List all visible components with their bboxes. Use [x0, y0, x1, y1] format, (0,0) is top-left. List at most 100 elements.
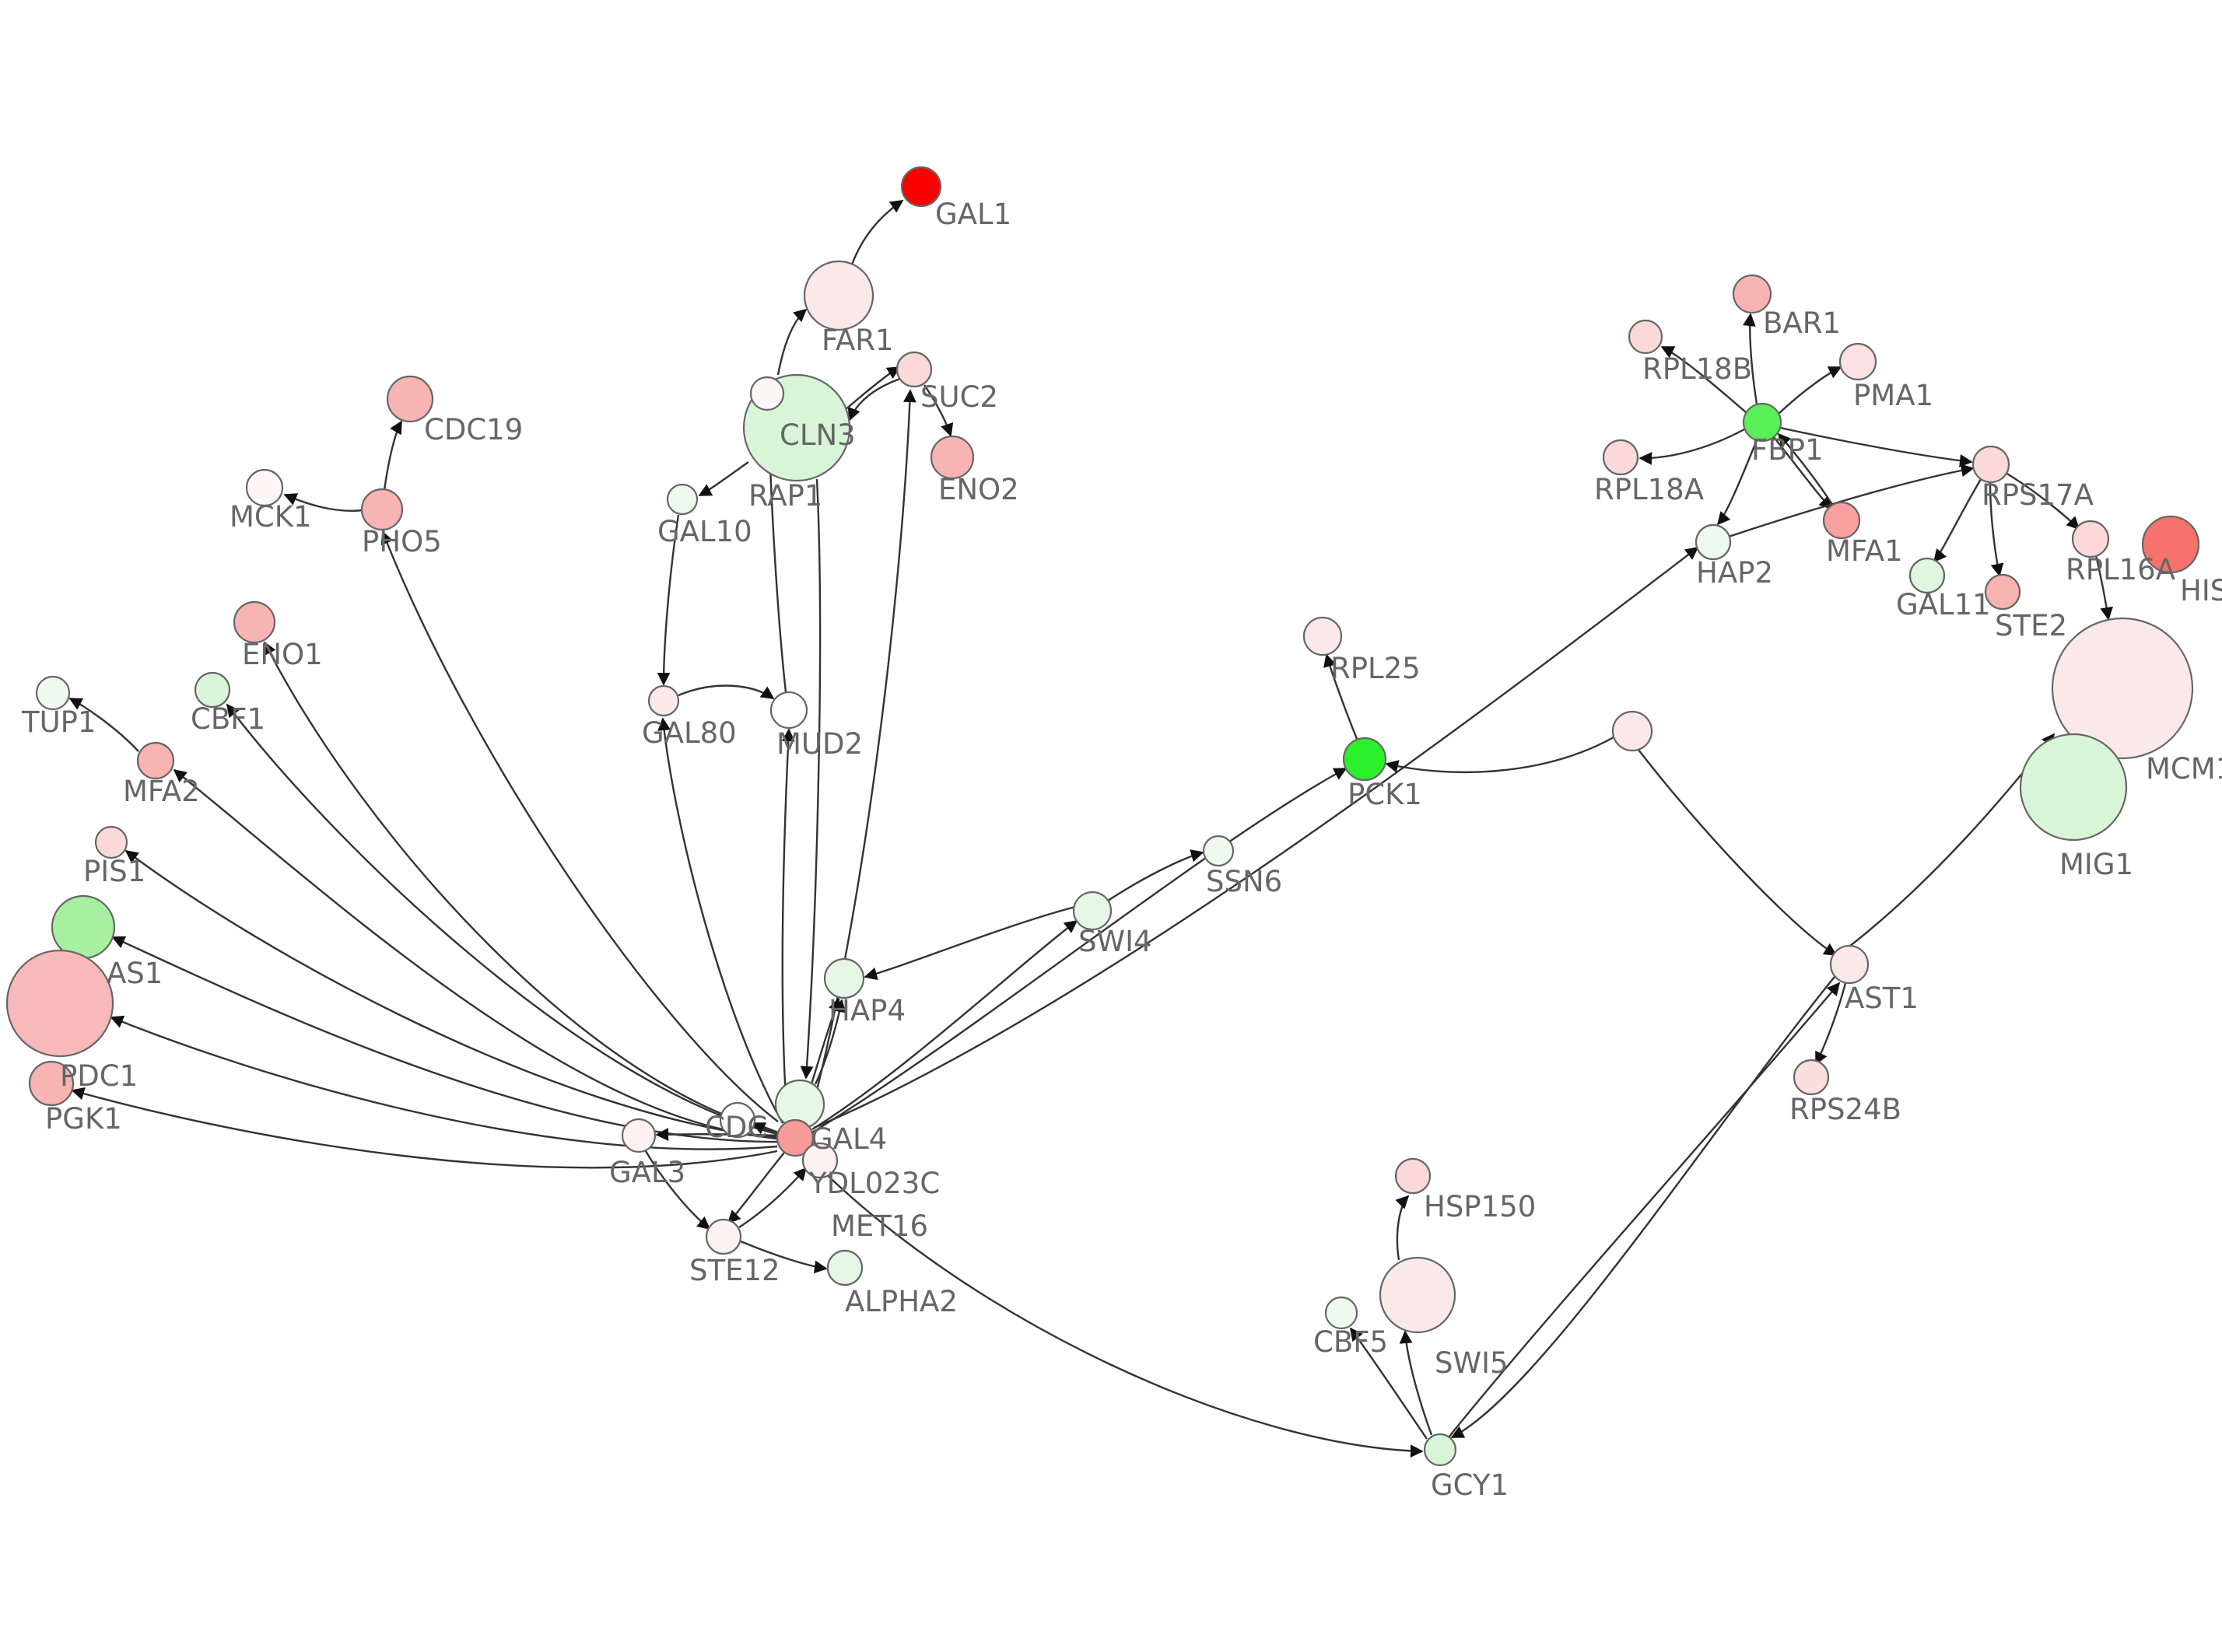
- node-mud2[interactable]: [769, 691, 808, 730]
- node-node_y1[interactable]: [1611, 710, 1653, 752]
- node-rpl16a[interactable]: [2071, 520, 2110, 558]
- node-label-rps24b: RPS24B: [1789, 1093, 1901, 1126]
- node-gal11[interactable]: [1908, 557, 1946, 594]
- node-cdc[interactable]: [719, 1101, 756, 1139]
- node-suc2[interactable]: [895, 351, 933, 388]
- node-pdc1[interactable]: [5, 949, 114, 1058]
- node-label-hap2: HAP2: [1696, 556, 1773, 590]
- edge-swi4-to-ssn6: [1107, 849, 1204, 902]
- node-rps24b[interactable]: [1793, 1059, 1830, 1096]
- node-label-far1: FAR1: [822, 324, 893, 357]
- node-ste2[interactable]: [1984, 573, 2021, 611]
- node-label-eno2: ENO2: [938, 473, 1019, 506]
- node-eno2[interactable]: [930, 435, 975, 480]
- node-label-mud2: MUD2: [776, 727, 863, 761]
- node-gal4[interactable]: [776, 1118, 815, 1157]
- node-label-gal1: GAL1: [935, 198, 1011, 231]
- edge-gal10-to-gal80: [657, 514, 680, 686]
- node-label-mfa2: MFA2: [123, 775, 200, 808]
- node-rpl18a[interactable]: [1602, 439, 1639, 476]
- edge-node_y1-to-ast1: [1638, 749, 1838, 957]
- edge-gcy1-to-cbf5: [1349, 1327, 1428, 1440]
- edge-mfa2-to-tup1: [68, 697, 139, 752]
- node-cbf5[interactable]: [1324, 1296, 1358, 1330]
- node-pck1[interactable]: [1342, 737, 1387, 782]
- node-label-pho5: PHO5: [362, 525, 442, 558]
- node-label-hsp150: HSP150: [1424, 1190, 1536, 1223]
- node-ssn6[interactable]: [1202, 835, 1235, 867]
- node-label-pis1: PIS1: [83, 855, 145, 888]
- node-swi5[interactable]: [1379, 1256, 1456, 1334]
- node-ydl023c[interactable]: [801, 1142, 839, 1179]
- node-rap1[interactable]: [749, 376, 785, 411]
- node-rpl18b[interactable]: [1628, 319, 1663, 355]
- node-his4[interactable]: [2141, 515, 2200, 574]
- node-label-cln3: CLN3: [780, 418, 856, 452]
- node-label-gal80: GAL80: [642, 716, 737, 750]
- edge-gal3-to-ste12: [644, 1150, 711, 1230]
- edge-pck1-to-rpl25: [1323, 653, 1358, 740]
- node-label-gas1: AS1: [107, 957, 163, 990]
- node-gal10[interactable]: [666, 483, 699, 516]
- node-label-cdc19: CDC19: [424, 413, 523, 446]
- node-gcy1[interactable]: [1423, 1433, 1457, 1467]
- node-pis1[interactable]: [94, 825, 128, 859]
- node-label-gal3: GAL3: [609, 1156, 685, 1189]
- node-pma1[interactable]: [1838, 342, 1877, 381]
- edge-far1-to-gal1: [850, 200, 904, 265]
- edge-node_y1-to-pck1: [1385, 736, 1614, 774]
- node-label-pma1: PMA1: [1853, 379, 1933, 412]
- edge-fbp1-to-bar1: [1742, 313, 1758, 404]
- edge-gal4-to-pgk1: [71, 1087, 778, 1169]
- node-hap2[interactable]: [1695, 523, 1732, 561]
- node-pgk1[interactable]: [28, 1060, 75, 1107]
- node-label-swi4: SWI4: [1078, 925, 1152, 958]
- edge-gal4-to-gal80: [657, 717, 784, 1124]
- node-gal3[interactable]: [621, 1118, 657, 1153]
- node-mcm1[interactable]: [2051, 617, 2194, 760]
- node-label-cdc: CDC: [705, 1111, 767, 1144]
- node-eno1[interactable]: [233, 600, 276, 644]
- edge-gal4-to-pdc1: [110, 1015, 778, 1150]
- node-gal80[interactable]: [647, 684, 680, 717]
- edge-mig1-to-mcm1: [1835, 733, 2056, 957]
- node-mig1[interactable]: [2019, 733, 2128, 842]
- node-label-ssn6: SSN6: [1206, 865, 1282, 898]
- node-mfa2[interactable]: [136, 741, 175, 780]
- edge-mfa1-to-fbp1: [1777, 432, 1835, 506]
- edge-ast1-to-rps24b: [1814, 982, 1847, 1066]
- node-bar1[interactable]: [1732, 274, 1772, 314]
- node-pho5[interactable]: [360, 488, 404, 531]
- node-fbp1[interactable]: [1742, 402, 1782, 443]
- node-ste12[interactable]: [705, 1218, 742, 1255]
- node-layer: [5, 166, 2200, 1467]
- node-hap4[interactable]: [823, 957, 865, 999]
- node-cdc19[interactable]: [386, 375, 434, 423]
- edge-gal4-to-cbf1: [226, 703, 778, 1136]
- node-rps17a[interactable]: [1971, 445, 2010, 484]
- node-label-mck1: MCK1: [230, 500, 312, 534]
- label-layer: GAL1 FAR1 SUC2 CDC19 CLN3 RAP1 ENO2 MCK1 PHO5 GAL…: [21, 198, 2222, 1502]
- node-label-gal4: GAL4: [811, 1122, 887, 1156]
- node-rpl25[interactable]: [1302, 616, 1343, 656]
- edge-gal4-to-swi4: [811, 919, 1078, 1131]
- node-gas1[interactable]: [51, 894, 116, 960]
- node-label-pdc1: PDC1: [60, 1059, 138, 1093]
- node-swi4[interactable]: [1072, 891, 1113, 931]
- edge-gcy1-to-ast1: [1448, 982, 1841, 1438]
- node-gal1[interactable]: [900, 166, 942, 208]
- node-mck1[interactable]: [245, 468, 284, 507]
- node-far1[interactable]: [803, 260, 874, 331]
- node-hsp150[interactable]: [1394, 1157, 1432, 1195]
- node-alpha2[interactable]: [826, 1249, 864, 1286]
- node-label-met16: MET16: [831, 1209, 928, 1243]
- edge-gal4-to-mfa2: [173, 768, 778, 1139]
- node-ast1[interactable]: [1829, 944, 1870, 985]
- node-mfa1[interactable]: [1822, 501, 1861, 540]
- node-tup1[interactable]: [35, 675, 71, 711]
- edge-swi5-to-hsp150: [1395, 1195, 1410, 1261]
- node-label-ste12: STE12: [689, 1254, 780, 1287]
- edge-suc2-to-cln3: [847, 377, 901, 422]
- node-cbf1[interactable]: [194, 671, 231, 709]
